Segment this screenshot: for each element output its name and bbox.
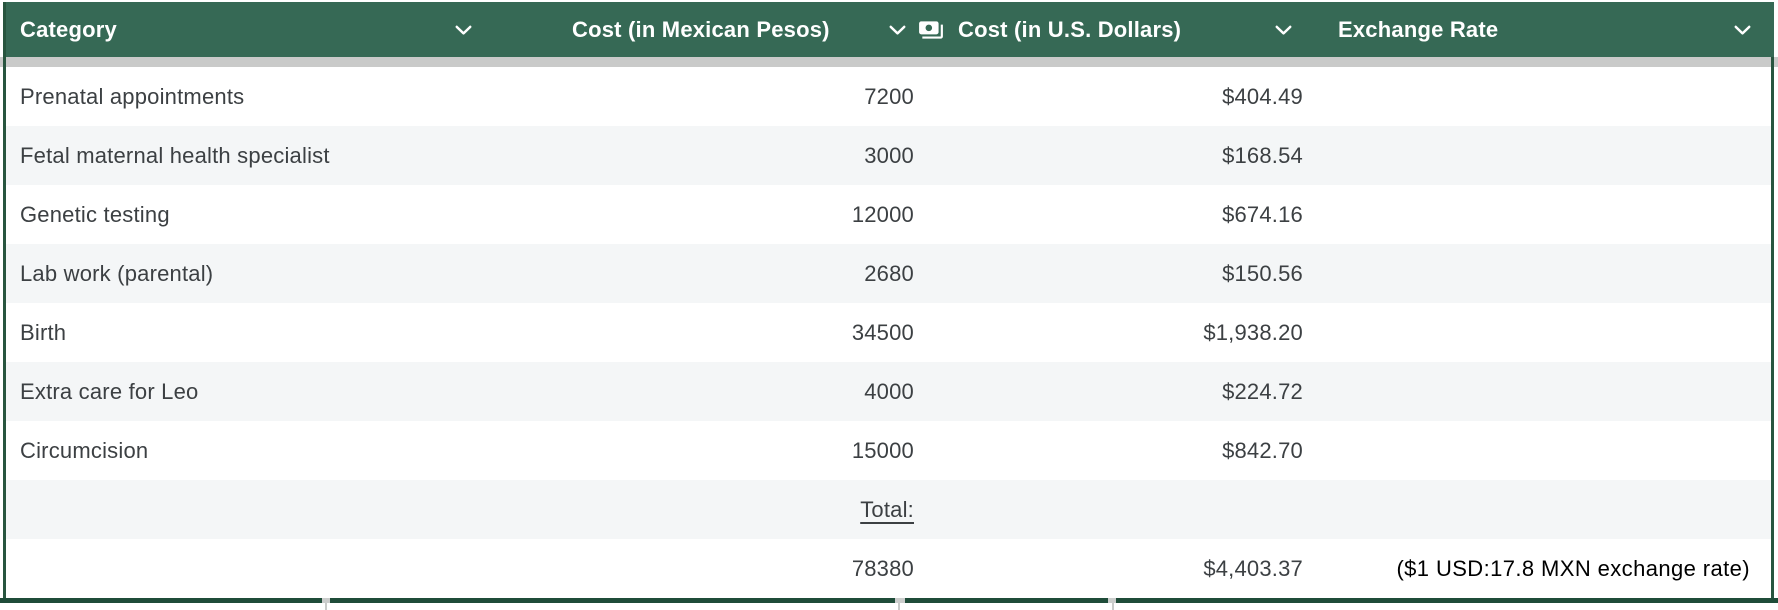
total-label-row: Total: <box>6 480 1771 539</box>
mxn-cost-cell[interactable]: 12000 <box>851 202 914 227</box>
chevron-down-icon[interactable] <box>1729 16 1756 43</box>
table-row: Circumcision 15000 $842.70 <box>6 421 1771 480</box>
payments-icon <box>918 17 944 43</box>
column-header-usd-cost: Cost (in U.S. Dollars) <box>958 17 1182 42</box>
total-usd-cell[interactable]: $4,403.37 <box>1203 556 1303 581</box>
table-row: Fetal maternal health specialist 3000 $1… <box>6 126 1771 185</box>
table-row: Lab work (parental) 2680 $150.56 <box>6 244 1771 303</box>
bottom-border-gap <box>895 598 905 603</box>
chevron-down-icon[interactable] <box>450 16 477 43</box>
exchange-rate-note[interactable]: ($1 USD:17.8 MXN exchange rate) <box>1396 556 1750 581</box>
table-bottom-border <box>0 598 1778 603</box>
mxn-cost-cell[interactable]: 2680 <box>864 261 914 286</box>
mxn-cost-cell[interactable]: 7200 <box>864 84 914 109</box>
category-cell[interactable]: Birth <box>20 320 67 345</box>
total-label[interactable]: Total: <box>860 497 914 522</box>
chevron-down-icon[interactable] <box>884 16 911 43</box>
table-left-border <box>3 2 6 598</box>
mxn-cost-cell[interactable]: 15000 <box>851 438 914 463</box>
usd-cost-cell[interactable]: $674.16 <box>1222 202 1303 227</box>
column-header-category: Category <box>20 17 117 42</box>
mxn-cost-cell[interactable]: 34500 <box>851 320 914 345</box>
category-cell[interactable]: Fetal maternal health specialist <box>20 143 330 168</box>
mxn-cost-cell[interactable]: 3000 <box>864 143 914 168</box>
category-cell[interactable]: Circumcision <box>20 438 149 463</box>
table-row: Prenatal appointments 7200 $404.49 <box>6 67 1771 126</box>
total-mxn-cell[interactable]: 78380 <box>851 556 914 581</box>
column-header-exchange-rate: Exchange Rate <box>1338 17 1499 42</box>
column-divider-tick <box>1112 603 1114 610</box>
table-row: Birth 34500 $1,938.20 <box>6 303 1771 362</box>
usd-cost-cell[interactable]: $224.72 <box>1222 379 1303 404</box>
usd-cost-cell[interactable]: $842.70 <box>1222 438 1303 463</box>
table-right-border <box>1771 57 1774 598</box>
total-values-row: 78380 $4,403.37 ($1 USD:17.8 MXN exchang… <box>6 539 1771 598</box>
table-row: Extra care for Leo 4000 $224.72 <box>6 362 1771 421</box>
category-cell[interactable]: Lab work (parental) <box>20 261 214 286</box>
usd-cost-cell[interactable]: $168.54 <box>1222 143 1303 168</box>
chevron-down-icon[interactable] <box>1270 16 1297 43</box>
bottom-border-gap <box>1108 598 1116 603</box>
usd-cost-cell[interactable]: $404.49 <box>1222 84 1303 109</box>
table-row: Genetic testing 12000 $674.16 <box>6 185 1771 244</box>
category-cell[interactable]: Prenatal appointments <box>20 84 245 109</box>
usd-cost-cell[interactable]: $150.56 <box>1222 261 1303 286</box>
header-divider-band <box>0 57 1778 67</box>
mxn-cost-cell[interactable]: 4000 <box>864 379 914 404</box>
column-divider-tick <box>898 603 900 610</box>
table-header-row: Category Cost (in Mexican Pesos) Cost (i… <box>6 2 1774 57</box>
column-divider-tick <box>325 603 327 610</box>
category-cell[interactable]: Extra care for Leo <box>20 379 199 404</box>
bottom-border-gap <box>322 598 330 603</box>
column-header-mxn-cost: Cost (in Mexican Pesos) <box>572 17 830 42</box>
category-cell[interactable]: Genetic testing <box>20 202 170 227</box>
table-body: Prenatal appointments 7200 $404.49 Fetal… <box>6 67 1771 598</box>
usd-cost-cell[interactable]: $1,938.20 <box>1203 320 1303 345</box>
